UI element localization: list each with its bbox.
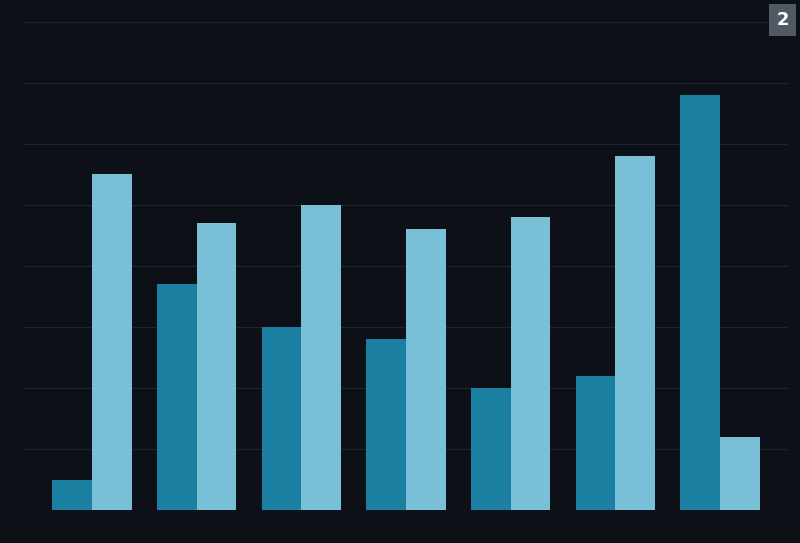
Bar	[197, 223, 237, 510]
Bar	[720, 437, 760, 510]
Bar	[52, 480, 92, 510]
Bar	[262, 327, 302, 510]
Bar	[615, 156, 655, 510]
Bar	[510, 217, 550, 510]
Bar	[680, 95, 720, 510]
Bar	[406, 229, 446, 510]
Bar	[92, 174, 132, 510]
Bar	[302, 205, 341, 510]
Bar	[157, 285, 197, 510]
Bar	[471, 388, 510, 510]
Bar	[366, 339, 406, 510]
Bar	[575, 376, 615, 510]
Text: 2: 2	[776, 11, 789, 29]
